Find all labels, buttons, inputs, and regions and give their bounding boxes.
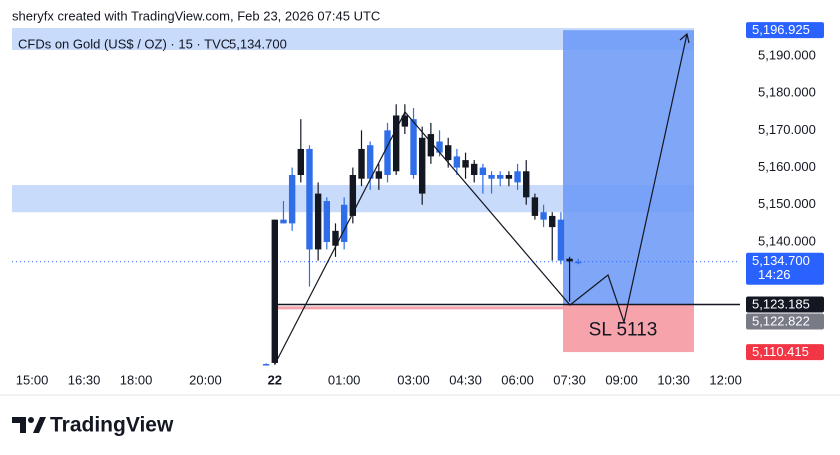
candle-body xyxy=(410,119,417,175)
candle-body xyxy=(549,215,556,228)
price-label-box xyxy=(746,22,824,39)
candle-body xyxy=(297,148,305,175)
candle-body xyxy=(566,258,573,262)
y-tick-label: 5,190.000 xyxy=(758,47,816,62)
y-tick-label: 5,150.000 xyxy=(758,196,816,211)
y-tick-label: 5,170.000 xyxy=(758,122,816,137)
price-label-box xyxy=(746,296,824,313)
last-price-label: 5,134.700 xyxy=(752,253,810,268)
candle-body xyxy=(280,219,287,224)
candle-body xyxy=(523,171,530,198)
price-label: 5,122.822 xyxy=(752,313,810,328)
header: sheryfx created with TradingView.com, Fe… xyxy=(12,8,380,23)
candle-body xyxy=(314,193,322,250)
candle-body xyxy=(479,167,487,175)
x-tick-label: 12:00 xyxy=(709,372,742,387)
candle-body xyxy=(418,137,426,194)
candle-body xyxy=(366,145,374,179)
price-label-box xyxy=(746,313,824,330)
candle-body xyxy=(540,212,547,220)
candle-body xyxy=(401,115,409,127)
brand: TradingView xyxy=(50,414,174,437)
candle-body xyxy=(531,197,539,216)
candle-body xyxy=(332,230,339,246)
plot-area: CFDs on Gold (US$ / OZ) · 15 · TVC5,134.… xyxy=(12,22,824,387)
x-tick-label: 06:00 xyxy=(501,372,534,387)
zone xyxy=(12,28,694,50)
candle-body xyxy=(462,160,469,168)
candle-body xyxy=(471,163,478,175)
x-tick-label: 20:00 xyxy=(189,372,222,387)
price-label: 5,123.185 xyxy=(752,296,810,311)
candle-body xyxy=(323,201,331,242)
x-tick-label: 18:00 xyxy=(120,372,153,387)
candle-body xyxy=(497,174,504,179)
x-tick-label: 07:30 xyxy=(553,372,586,387)
candle-body xyxy=(288,174,296,224)
x-tick-label: 16:30 xyxy=(68,372,101,387)
y-tick-label: 5,140.000 xyxy=(758,233,816,248)
last-price-box xyxy=(746,252,824,285)
candle-body xyxy=(262,364,270,366)
candle-body xyxy=(505,174,513,179)
candle-body xyxy=(384,130,391,175)
candle-body xyxy=(436,141,443,153)
candle-body xyxy=(340,204,348,242)
candle-body xyxy=(514,171,521,183)
symbol: CFDs on Gold (US$ / OZ) · 15 · TVC xyxy=(18,36,230,51)
candle-body xyxy=(375,171,383,179)
arrow-head xyxy=(679,32,690,44)
price-label: 5,196.925 xyxy=(752,22,810,37)
candle-body xyxy=(306,148,313,250)
legend-last: 5,134.700 xyxy=(229,36,287,51)
candle-body xyxy=(427,134,435,157)
annotation: SL 5113 xyxy=(589,319,658,340)
candle-body xyxy=(453,156,461,168)
x-tick-label: 22 xyxy=(268,372,282,387)
stop-zone xyxy=(563,304,694,353)
candle-body xyxy=(445,145,452,161)
y-tick-label: 5,180.000 xyxy=(758,85,816,100)
trend-drawing xyxy=(274,33,688,365)
x-tick-label: 09:00 xyxy=(605,372,638,387)
logo-icon xyxy=(12,417,26,433)
candle-body xyxy=(392,115,400,172)
x-tick-label: 01:00 xyxy=(328,372,361,387)
candle-body xyxy=(358,148,365,179)
logo-icon xyxy=(33,417,46,433)
candle-body xyxy=(488,174,495,179)
logo: TradingView xyxy=(12,414,174,437)
countdown: 14:26 xyxy=(758,267,791,282)
logo-icon xyxy=(28,417,34,423)
x-tick-label: 15:00 xyxy=(16,372,49,387)
target-zone xyxy=(563,30,694,305)
candle-body xyxy=(349,174,357,216)
price-label: 5,110.415 xyxy=(752,344,809,359)
x-tick-label: 03:00 xyxy=(397,372,430,387)
candle-body xyxy=(575,261,582,264)
candle-body xyxy=(557,219,565,261)
x-tick-label: 04:30 xyxy=(449,372,482,387)
candle-body xyxy=(271,219,278,363)
y-tick-label: 5,160.000 xyxy=(758,159,816,174)
x-tick-label: 10:30 xyxy=(657,372,690,387)
price-label-box xyxy=(746,344,824,361)
